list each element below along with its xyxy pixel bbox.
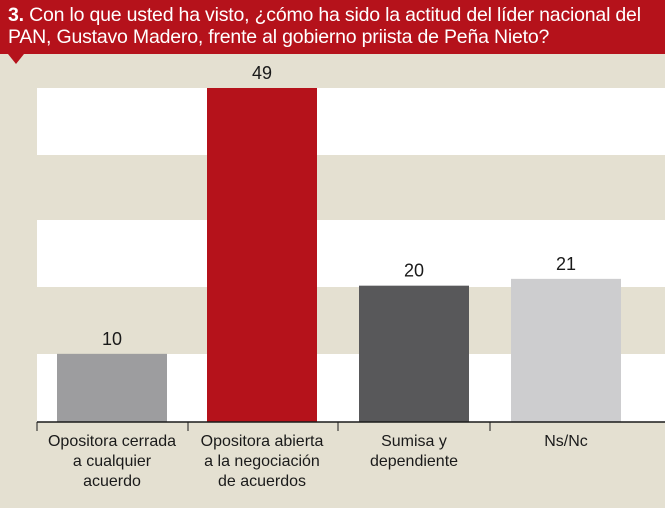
bar xyxy=(207,88,317,422)
category-label: Opositora abierta xyxy=(201,433,324,450)
bar xyxy=(57,353,167,422)
question-header: 3. Con lo que usted ha visto, ¿cómo ha s… xyxy=(0,0,665,54)
data-label: 49 xyxy=(252,63,272,83)
category-label: acuerdo xyxy=(83,473,141,490)
header-pointer xyxy=(8,54,24,64)
category-label: Opositora cerrada xyxy=(48,433,176,450)
question-number: 3. xyxy=(8,4,24,26)
category-label: a cualquier xyxy=(73,453,152,470)
bar xyxy=(359,285,469,422)
question-title: 3. Con lo que usted ha visto, ¿cómo ha s… xyxy=(8,4,658,48)
category-label: a la negociación xyxy=(204,453,320,470)
bar xyxy=(511,278,621,422)
category-label: dependiente xyxy=(370,453,458,470)
question-text: Con lo que usted ha visto, ¿cómo ha sido… xyxy=(8,4,641,48)
grid-band xyxy=(37,220,665,287)
category-label: Sumisa y xyxy=(381,433,447,450)
category-label: Ns/Nc xyxy=(544,433,588,450)
data-label: 20 xyxy=(404,261,424,281)
data-label: 21 xyxy=(556,254,576,274)
grid-band xyxy=(37,88,665,155)
data-label: 10 xyxy=(102,329,122,349)
category-label: de acuerdos xyxy=(218,473,306,490)
